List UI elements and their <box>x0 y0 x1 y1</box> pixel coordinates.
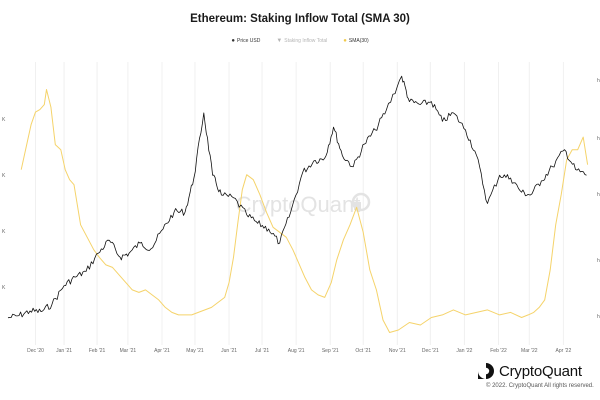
series-line-price-usd <box>7 75 587 319</box>
x-tick-label: Aug '21 <box>288 348 305 354</box>
brand-name: CryptoQuant <box>499 362 582 380</box>
x-tick-label: Mar '22 <box>521 348 538 354</box>
axis-ticks: Dec '20 Jan '21 Feb '21 Mar '21 Apr '21 May '… <box>2 78 600 354</box>
x-tick-label: Apr '22 <box>556 348 572 354</box>
x-tick-label: Feb '22 <box>490 348 507 354</box>
watermark: CryptoQuant <box>236 192 361 217</box>
chart-legend: ● Price USD ▼ Staking Inflow Total ● SMA… <box>0 38 600 44</box>
x-tick-label: Jul '21 <box>255 348 270 354</box>
x-tick-label: Oct '21 <box>355 348 371 354</box>
x-tick-label: Jun '21 <box>221 348 237 354</box>
x-tick-label: Nov '21 <box>389 348 406 354</box>
y-left-tick-label: K <box>2 117 6 123</box>
y-right-tick-label: h <box>597 314 600 320</box>
x-tick-label: Feb '21 <box>89 348 106 354</box>
x-tick-label: Mar '21 <box>120 348 137 354</box>
y-right-tick-label: h <box>597 78 600 84</box>
x-tick-label: Dec '20 <box>27 348 44 354</box>
legend-label-sma: SMA(30) <box>348 38 369 44</box>
series-layer <box>7 75 589 333</box>
brand-logo: CryptoQuant <box>477 362 582 380</box>
legend-item-sma[interactable]: ● SMA(30) <box>343 38 368 44</box>
x-tick-label: Sep '21 <box>322 348 339 354</box>
series-line-sma30 <box>20 89 589 333</box>
x-tick-label: Dec '21 <box>422 348 439 354</box>
y-right-tick-label: h <box>597 136 600 142</box>
copyright-text: © 2022. CryptoQuant All rights reserved. <box>486 383 594 389</box>
legend-dot-price-icon: ● <box>231 38 235 44</box>
y-left-tick-label: K <box>2 229 6 235</box>
legend-label-staking-inflow: Staking Inflow Total <box>284 38 328 44</box>
legend-label-price: Price USD <box>236 38 261 44</box>
x-tick-label: Apr '21 <box>154 348 170 354</box>
watermark-logo-icon <box>351 192 371 212</box>
vertical-gridlines <box>34 62 564 345</box>
legend-dot-staking-inflow-icon: ▼ <box>276 38 283 44</box>
y-right-tick-label: h <box>597 192 600 198</box>
x-tick-label: Jan '21 <box>56 348 72 354</box>
legend-item-staking-inflow[interactable]: ▼ Staking Inflow Total <box>276 38 327 44</box>
x-tick-label: Jan '22 <box>456 348 472 354</box>
cryptoquant-logo-icon <box>478 363 494 379</box>
legend-item-price[interactable]: ● Price USD <box>231 38 260 44</box>
legend-dot-sma-icon: ● <box>343 38 347 44</box>
chart-title: Ethereum: Staking Inflow Total (SMA 30) <box>190 13 410 25</box>
x-tick-label: May '21 <box>186 348 204 354</box>
y-left-tick-label: K <box>2 285 6 291</box>
y-right-tick-label: h <box>597 258 600 264</box>
y-left-tick-label: K <box>2 173 6 179</box>
